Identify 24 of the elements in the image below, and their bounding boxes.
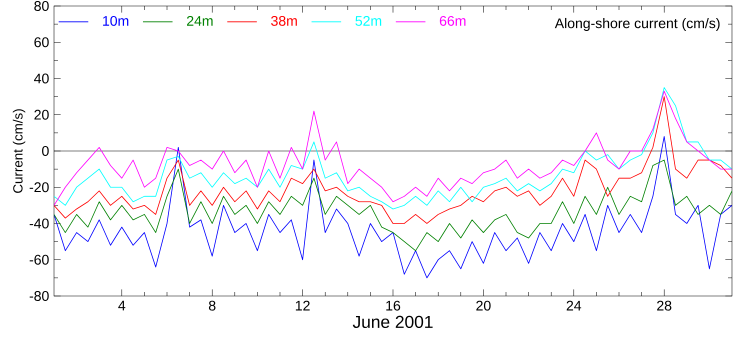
x-tick-label: 28 (657, 300, 672, 311)
legend-label: 66m (440, 16, 466, 26)
y-axis-title: Current (cm/s) (12, 109, 26, 193)
y-tick-label: 20 (34, 110, 49, 120)
legend-label: 10m (103, 16, 128, 26)
y-tick-label: 80 (34, 1, 49, 11)
x-tick-label: 24 (566, 300, 582, 310)
y-tick-label: 60 (34, 37, 49, 48)
y-tick-label: 40 (34, 74, 49, 84)
legend-label: 52m (355, 16, 382, 26)
legend-label: 38m (271, 16, 297, 26)
legend-label: 24m (187, 16, 213, 26)
y-tick-label: -40 (30, 218, 49, 228)
annotation: Along-shore current (cm/s) (554, 18, 720, 31)
y-tick-label: 0 (42, 146, 49, 156)
x-tick-label: 16 (386, 300, 400, 311)
y-tick-label: -60 (30, 254, 49, 265)
x-tick-label: 8 (208, 300, 216, 311)
x-tick-label: 12 (296, 300, 310, 310)
x-axis-title: June 2001 (352, 316, 433, 328)
x-tick-label: 20 (476, 300, 491, 311)
y-tick-label: -80 (30, 291, 49, 301)
y-tick-label: -20 (30, 182, 49, 192)
x-tick-label: 4 (118, 300, 126, 310)
